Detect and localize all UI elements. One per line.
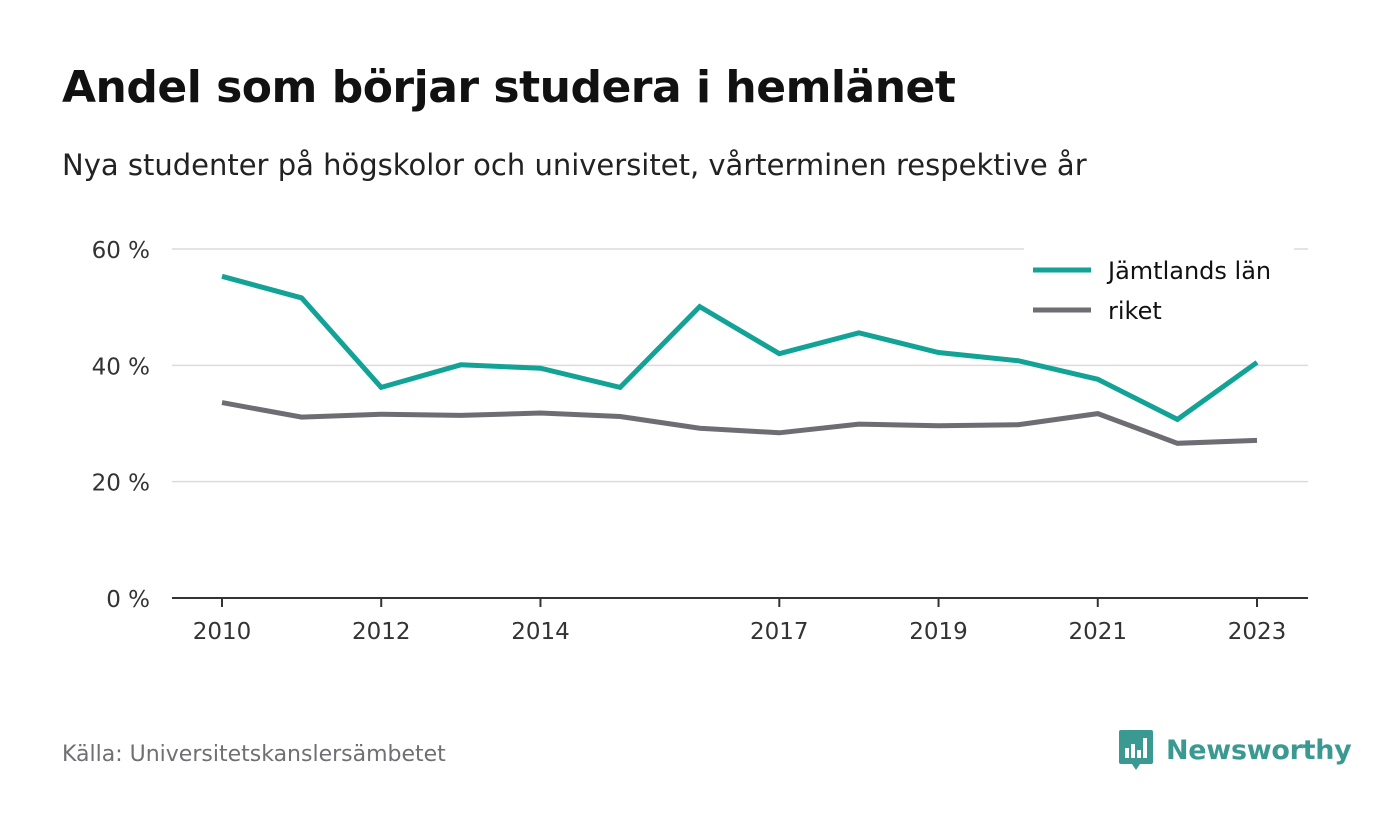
x-tick-label: 2012 xyxy=(352,619,411,645)
x-tick-label: 2014 xyxy=(511,619,570,645)
legend-label: riket xyxy=(1108,297,1162,325)
brand-name: Newsworthy xyxy=(1166,734,1352,766)
y-tick-label: 0 % xyxy=(106,587,150,613)
newsworthy-logo-icon xyxy=(1119,730,1153,770)
y-tick-label: 20 % xyxy=(92,471,150,497)
chart-title: Andel som börjar studera i hemlänet xyxy=(62,62,956,113)
x-tick-label: 2019 xyxy=(909,619,968,645)
legend-label: Jämtlands län xyxy=(1106,257,1271,285)
line-chart: 0 % 20 % 40 % 60 % 2010 2012 2014 2017 2019 2021 2… xyxy=(92,238,1308,645)
x-tick-label: 2010 xyxy=(193,619,252,645)
source-note: Källa: Universitetskanslersämbetet xyxy=(62,742,446,767)
legend-box xyxy=(1024,244,1294,336)
x-tick-label: 2017 xyxy=(750,619,809,645)
y-tick-label: 60 % xyxy=(92,238,150,264)
chart-subtitle: Nya studenter på högskolor och universit… xyxy=(62,148,1087,182)
brand-logo[interactable]: Newsworthy xyxy=(1118,728,1352,772)
x-tick-label: 2021 xyxy=(1068,619,1127,645)
y-tick-label: 40 % xyxy=(92,354,150,380)
x-tick-label: 2023 xyxy=(1228,619,1287,645)
series-line-jamtlands-lan xyxy=(221,273,1259,423)
series-line-riket xyxy=(221,400,1258,446)
